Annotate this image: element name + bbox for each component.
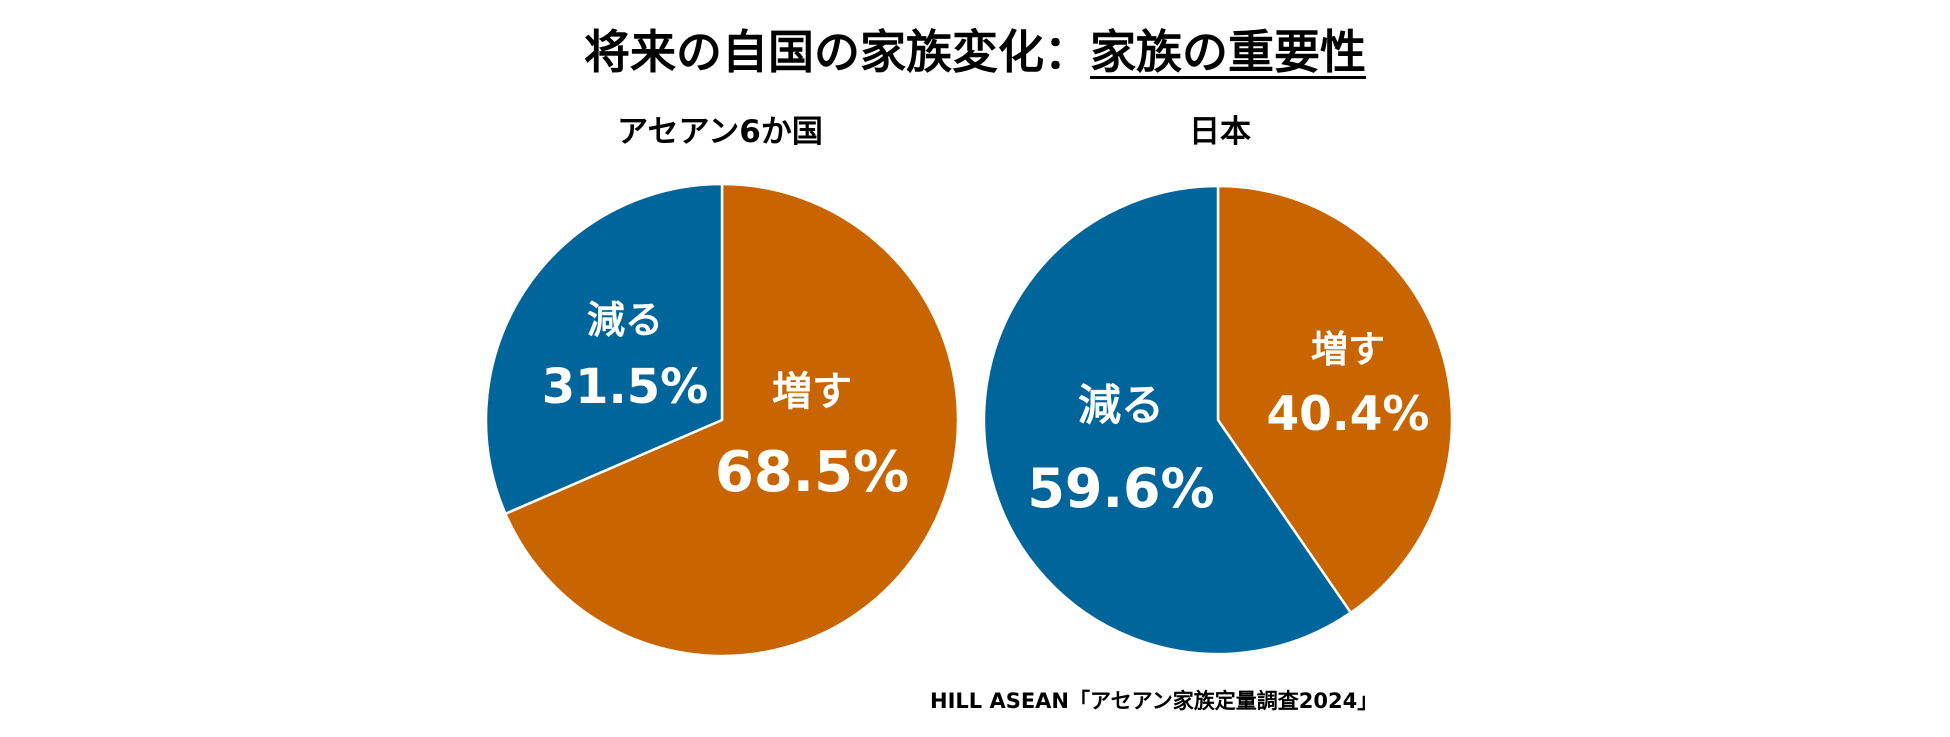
pie-label-japan-increase: 増す xyxy=(1311,328,1385,371)
pie-slice-asean-increase xyxy=(504,182,960,658)
pie-value-asean-increase: 68.5% xyxy=(715,440,909,505)
pie-slice-asean-decrease xyxy=(484,182,724,515)
pie-slice-japan-increase xyxy=(1216,184,1454,614)
pie-value-japan-increase: 40.4% xyxy=(1266,387,1429,442)
source-note: HILL ASEAN「アセアン家族定量調査2024」 xyxy=(930,689,1379,713)
page-title-emphasis: 家族の重要性 xyxy=(1090,25,1366,79)
page-title-main: 将来の自国の家族変化： xyxy=(584,25,1090,79)
pie-label-asean-increase: 増す xyxy=(772,369,852,415)
pie-label-asean-decrease: 減る xyxy=(587,298,663,342)
pie-value-asean-decrease: 31.5% xyxy=(542,359,709,415)
page-title: 将来の自国の家族変化：家族の重要性 xyxy=(0,14,1950,90)
pie-value-japan-decrease: 59.6% xyxy=(1027,457,1214,520)
pie-label-japan-decrease: 減る xyxy=(1078,381,1164,431)
pie-slice-japan-decrease xyxy=(982,184,1352,656)
pie-title-japan: 日本 xyxy=(1189,114,1251,150)
pie-title-asean: アセアン6か国 xyxy=(617,114,823,150)
